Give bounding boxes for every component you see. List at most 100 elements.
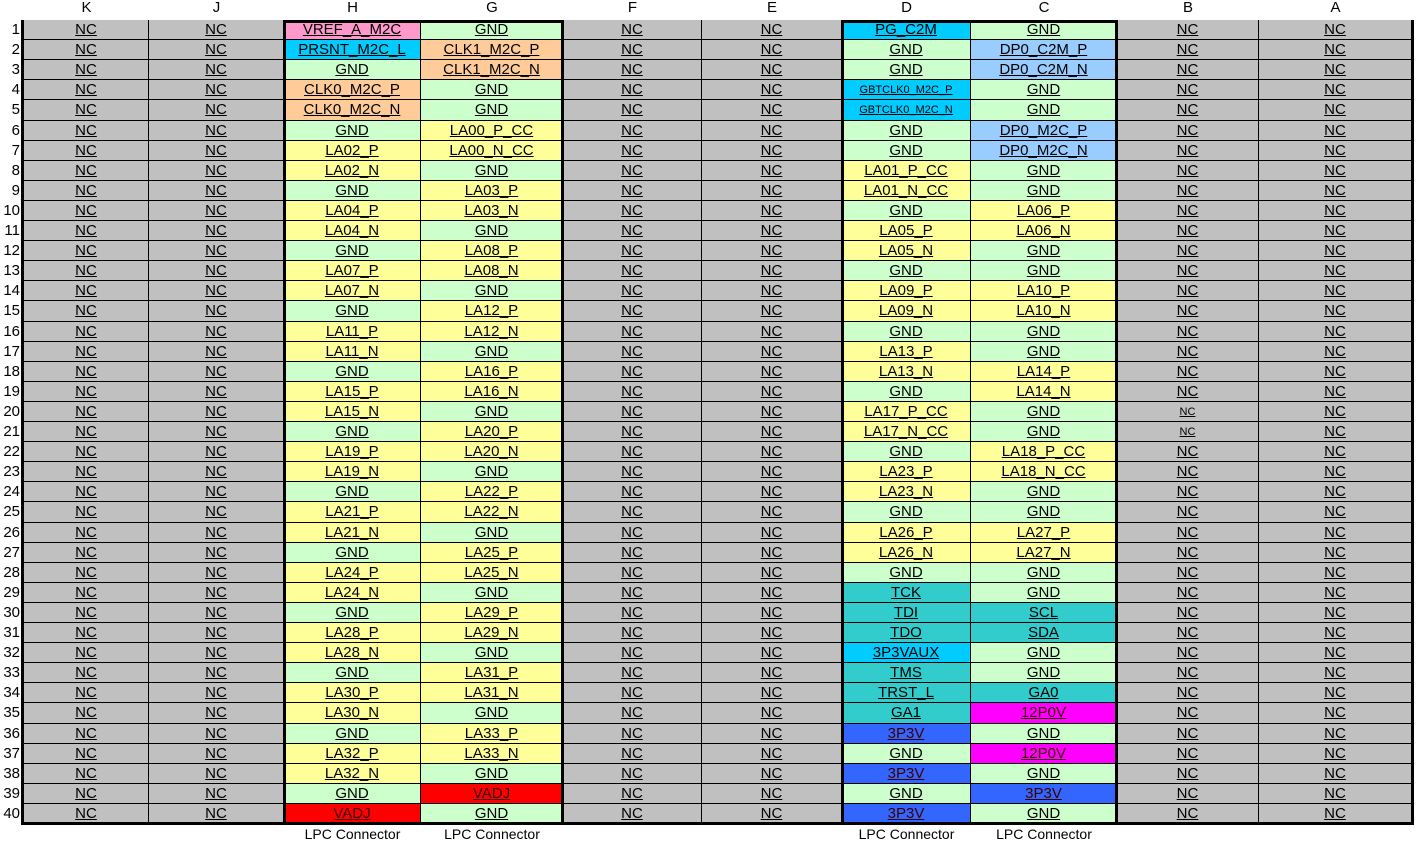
- row-number: 16: [3, 323, 20, 340]
- pin-cell-d: TDI: [842, 603, 971, 623]
- pin-cell-b: NC: [1117, 683, 1259, 703]
- pin-cell-b: NC: [1117, 784, 1259, 804]
- pin-cell-f: NC: [563, 40, 702, 60]
- column-header-j: J: [212, 0, 221, 16]
- pin-cell-d: LA23_P: [842, 462, 971, 482]
- pin-cell-h: LA30_P: [284, 683, 421, 703]
- pin-cell-d: LA13_N: [842, 362, 971, 382]
- pin-cell-d: LA05_N: [842, 241, 971, 261]
- pin-cell-e: NC: [702, 603, 842, 623]
- pin-cell-k: NC: [24, 322, 149, 342]
- pin-cell-f: NC: [563, 442, 702, 462]
- pin-cell-g: GND: [421, 764, 563, 784]
- row-number: 34: [3, 684, 20, 701]
- pin-cell-g: GND: [421, 402, 563, 422]
- pin-cell-a: NC: [1259, 543, 1412, 563]
- pin-cell-c: LA06_P: [971, 201, 1117, 221]
- pin-cell-b: NC: [1117, 422, 1259, 442]
- pin-cell-a: NC: [1259, 60, 1412, 80]
- pin-cell-d: TMS: [842, 663, 971, 683]
- pin-cell-e: NC: [702, 744, 842, 764]
- pin-cell-a: NC: [1259, 161, 1412, 181]
- pin-cell-b: NC: [1117, 442, 1259, 462]
- pin-cell-a: NC: [1259, 583, 1412, 603]
- pin-cell-h: CLK0_M2C_N: [284, 100, 421, 121]
- pin-cell-d: GBTCLK0_M2C_P: [842, 80, 971, 100]
- pin-cell-b: NC: [1117, 100, 1259, 121]
- pin-cell-b: NC: [1117, 301, 1259, 322]
- pin-cell-e: NC: [702, 442, 842, 462]
- pin-cell-k: NC: [24, 40, 149, 60]
- pin-cell-g: LA31_N: [421, 683, 563, 703]
- pin-cell-j: NC: [149, 201, 284, 221]
- pin-cell-e: NC: [702, 20, 842, 40]
- pin-cell-e: NC: [702, 563, 842, 583]
- pin-cell-e: NC: [702, 523, 842, 543]
- pin-cell-b: NC: [1117, 603, 1259, 623]
- pin-cell-e: NC: [702, 543, 842, 563]
- pin-cell-f: NC: [563, 724, 702, 744]
- pin-cell-k: NC: [24, 643, 149, 663]
- pin-cell-g: LA08_P: [421, 241, 563, 261]
- pin-cell-k: NC: [24, 422, 149, 442]
- row-number: 40: [3, 805, 20, 822]
- pin-cell-a: NC: [1259, 100, 1412, 121]
- pin-cell-j: NC: [149, 402, 284, 422]
- pin-cell-k: NC: [24, 221, 149, 241]
- pin-cell-f: NC: [563, 543, 702, 563]
- pin-cell-e: NC: [702, 462, 842, 482]
- row-number: 4: [11, 81, 20, 98]
- pin-cell-f: NC: [563, 784, 702, 804]
- pin-cell-k: NC: [24, 563, 149, 583]
- pin-cell-g: GND: [421, 523, 563, 543]
- row-number: 8: [11, 162, 20, 179]
- pin-cell-h: GND: [284, 724, 421, 744]
- pin-cell-e: NC: [702, 724, 842, 744]
- pin-cell-h: CLK0_M2C_P: [284, 80, 421, 100]
- pin-cell-b: NC: [1117, 462, 1259, 482]
- pin-cell-d: GND: [842, 121, 971, 141]
- pin-cell-k: NC: [24, 261, 149, 281]
- row-number: 9: [11, 182, 20, 199]
- pin-cell-g: GND: [421, 80, 563, 100]
- pin-cell-h: GND: [284, 362, 421, 382]
- pin-cell-h: GND: [284, 603, 421, 623]
- pin-cell-j: NC: [149, 161, 284, 181]
- pin-cell-j: NC: [149, 563, 284, 583]
- pin-cell-j: NC: [149, 261, 284, 281]
- pin-cell-j: NC: [149, 100, 284, 121]
- footer-label-c: LPC Connector: [996, 826, 1092, 842]
- pin-cell-f: NC: [563, 241, 702, 261]
- pin-cell-h: LA32_P: [284, 744, 421, 764]
- pin-cell-c: LA18_P_CC: [971, 442, 1117, 462]
- pin-cell-g: GND: [421, 281, 563, 301]
- pin-cell-c: 12P0V: [971, 703, 1117, 724]
- pin-cell-h: LA21_N: [284, 523, 421, 543]
- pin-cell-a: NC: [1259, 402, 1412, 422]
- pin-cell-k: NC: [24, 80, 149, 100]
- pin-cell-d: GND: [842, 60, 971, 80]
- pin-cell-k: NC: [24, 744, 149, 764]
- pin-cell-f: NC: [563, 181, 702, 201]
- row-number: 30: [3, 604, 20, 621]
- pin-cell-g: GND: [421, 100, 563, 121]
- pin-cell-j: NC: [149, 422, 284, 442]
- pin-cell-g: LA03_N: [421, 201, 563, 221]
- pin-cell-a: NC: [1259, 382, 1412, 402]
- pin-cell-a: NC: [1259, 40, 1412, 60]
- pin-cell-f: NC: [563, 261, 702, 281]
- pin-cell-b: NC: [1117, 80, 1259, 100]
- pin-cell-f: NC: [563, 201, 702, 221]
- pin-cell-f: NC: [563, 80, 702, 100]
- pin-cell-g: CLK1_M2C_N: [421, 60, 563, 80]
- pin-cell-f: NC: [563, 563, 702, 583]
- pin-cell-g: LA16_P: [421, 362, 563, 382]
- pin-cell-d: LA23_N: [842, 482, 971, 502]
- row-number: 22: [3, 443, 20, 460]
- pin-cell-d: LA17_P_CC: [842, 402, 971, 422]
- pin-cell-k: NC: [24, 603, 149, 623]
- table-right-border: [1412, 20, 1414, 825]
- pin-cell-k: NC: [24, 784, 149, 804]
- pin-cell-a: NC: [1259, 703, 1412, 724]
- pin-cell-a: NC: [1259, 181, 1412, 201]
